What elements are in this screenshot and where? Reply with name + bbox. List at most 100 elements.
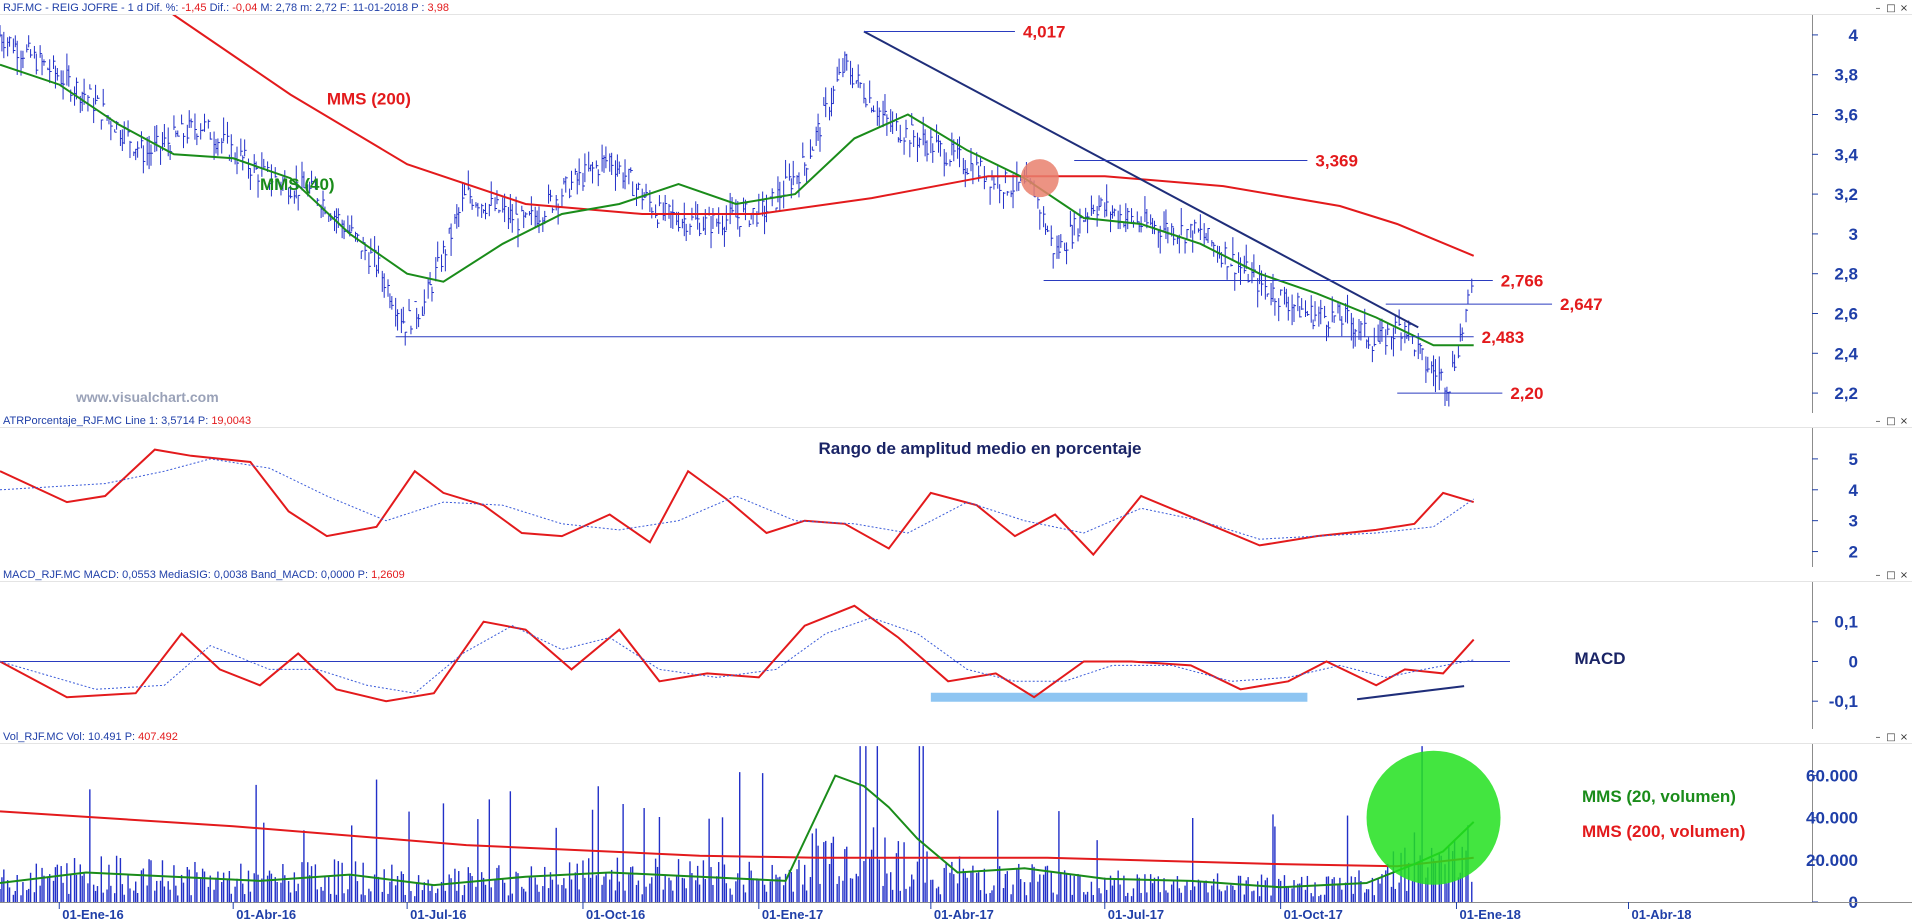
header-field-label: m: <box>300 2 315 14</box>
macd-plot: MACD <box>0 604 1626 703</box>
header-field-value: 0,0038 <box>214 569 251 581</box>
panel-header-text: ATRPorcentaje_RJF.MC Line 1: 3,5714 P: 1… <box>3 415 251 427</box>
header-field-value: 10.491 <box>88 731 125 743</box>
panel-header-bar <box>0 0 1912 15</box>
y-tick-label: 5 <box>1849 450 1858 469</box>
volume-mms-20-line <box>0 774 1475 889</box>
y-tick-label: 2 <box>1849 543 1858 562</box>
x-tick-label: 01-Abr-17 <box>934 907 994 922</box>
atr-title: Rango de amplitud medio en porcentaje <box>818 439 1141 458</box>
y-tick-label: 4 <box>1849 26 1859 45</box>
x-tick-label: 01-Jul-16 <box>410 907 466 922</box>
x-tick-label: 01-Abr-16 <box>236 907 296 922</box>
y-tick-label: 2,2 <box>1834 384 1858 403</box>
x-tick-label: 01-Jul-17 <box>1108 907 1164 922</box>
series-line-mms-40 <box>0 63 1474 347</box>
volume-plot: MMS (20, volumen) MMS (200, volumen) <box>0 746 1745 902</box>
panel-header-text: Vol_RJF.MC Vol: 10.491 P: 407.492 <box>3 731 178 743</box>
panel-header-bar <box>0 567 1912 582</box>
header-symbol: RJF.MC - REIG JOFRE - 1 d <box>3 2 146 14</box>
atr-signal-line <box>0 458 1474 540</box>
header-field-value: 3,5714 <box>161 415 198 427</box>
series-annotation: MMS (200) <box>327 90 411 109</box>
panel-header-text: RJF.MC - REIG JOFRE - 1 d Dif. %: -1,45 … <box>3 2 449 14</box>
y-tick-label: 2,4 <box>1834 344 1858 363</box>
level-label: 3,369 <box>1315 151 1358 170</box>
volume-mms-200-line <box>0 810 1474 868</box>
volume-series-label: MMS (200, volumen) <box>1582 822 1745 841</box>
level-label: 4,017 <box>1023 23 1066 42</box>
level-label: 2,647 <box>1560 295 1603 314</box>
y-tick-label: 20.000 <box>1806 851 1858 870</box>
minimize-icon[interactable]: – <box>1876 570 1881 581</box>
y-tick-label: 3,6 <box>1834 106 1858 125</box>
watermark: www.visualchart.com <box>75 389 219 405</box>
volume-highlight-circle <box>1366 750 1501 885</box>
header-field-value: 2,78 <box>276 2 300 14</box>
y-tick-label: 0 <box>1849 652 1858 671</box>
price-plot: 4,017 3,369 2,766 2,647 2,483 2,20 MMS (200) MM… <box>0 15 1603 407</box>
y-tick-label: 2,8 <box>1834 265 1858 284</box>
panel-macd: MACD_RJF.MC MACD: 0,0553 MediaSIG: 0,003… <box>0 567 1912 730</box>
atr-plot: Rango de amplitud medio en porcentaje <box>0 439 1474 557</box>
panel-header-text: MACD_RJF.MC MACD: 0,0553 MediaSIG: 0,003… <box>3 569 405 581</box>
y-tick-label: 60.000 <box>1806 767 1858 786</box>
panel-price: RJF.MC - REIG JOFRE - 1 d Dif. %: -1,45 … <box>0 0 1912 414</box>
y-tick-label: 0,1 <box>1834 613 1858 632</box>
header-field-value: 1,2609 <box>371 569 405 581</box>
x-tick-label: 01-Abr-18 <box>1632 907 1692 922</box>
macd-line <box>0 604 1475 703</box>
header-symbol: Vol_RJF.MC <box>3 731 67 743</box>
maximize-icon[interactable]: □ <box>1886 732 1895 743</box>
y-tick-label: -0,1 <box>1829 692 1858 711</box>
header-field-value: 19,0043 <box>211 415 251 427</box>
x-tick-label: 01-Oct-16 <box>586 907 645 922</box>
y-tick-label: 4 <box>1849 481 1859 500</box>
minimize-icon[interactable]: – <box>1876 732 1881 743</box>
maximize-icon[interactable]: □ <box>1886 3 1895 14</box>
close-icon[interactable]: × <box>1900 732 1908 743</box>
y-tick-label: 3 <box>1849 225 1858 244</box>
close-icon[interactable]: × <box>1900 416 1908 427</box>
level-label: 2,766 <box>1501 271 1544 290</box>
close-icon[interactable]: × <box>1900 570 1908 581</box>
header-field-label: P: <box>198 415 211 427</box>
y-tick-label: 40.000 <box>1806 809 1858 828</box>
maximize-icon[interactable]: □ <box>1886 570 1895 581</box>
macd-signal-line <box>0 617 1474 694</box>
trend-line <box>863 30 1419 329</box>
volume-series-label: MMS (20, volumen) <box>1582 787 1736 806</box>
series-annotation: MMS (40) <box>260 175 335 194</box>
header-symbol: MACD_RJF.MC <box>3 569 84 581</box>
minimize-icon[interactable]: – <box>1876 416 1881 427</box>
y-tick-label: 3 <box>1849 512 1858 531</box>
header-field-label: P : <box>411 2 427 14</box>
header-field-value: 3,98 <box>428 2 449 14</box>
y-tick-label: 2,6 <box>1834 305 1858 324</box>
x-tick-label: 01-Ene-17 <box>762 907 823 922</box>
header-field-label: P: <box>358 569 371 581</box>
header-field-label: M: <box>260 2 275 14</box>
header-field-label: Line 1: <box>125 415 161 427</box>
panel-header-bar <box>0 413 1912 428</box>
header-field-label: Vol: <box>67 731 88 743</box>
cross-highlight-circle <box>1020 159 1059 198</box>
level-label: 2,483 <box>1482 328 1525 347</box>
y-tick-label: 3,4 <box>1834 145 1858 164</box>
header-field-value: -1,45 <box>181 2 209 14</box>
header-field-label: MACD: <box>84 569 123 581</box>
maximize-icon[interactable]: □ <box>1886 416 1895 427</box>
level-label: 2,20 <box>1510 384 1543 403</box>
header-field-value: -0,04 <box>232 2 260 14</box>
header-field-label: Dif.: <box>210 2 233 14</box>
minimize-icon[interactable]: – <box>1876 3 1881 14</box>
header-field-value: 407.492 <box>138 731 178 743</box>
macd-title: MACD <box>1575 649 1626 668</box>
header-field-label: Dif. %: <box>146 2 181 14</box>
x-tick-label: 01-Ene-18 <box>1459 907 1520 922</box>
header-field-label: P: <box>125 731 138 743</box>
x-axis: 01-Ene-16 01-Abr-16 01-Jul-16 01-Oct-16 01-E… <box>0 902 1912 922</box>
header-field-value: 11-01-2018 <box>353 2 412 14</box>
close-icon[interactable]: × <box>1900 3 1908 14</box>
